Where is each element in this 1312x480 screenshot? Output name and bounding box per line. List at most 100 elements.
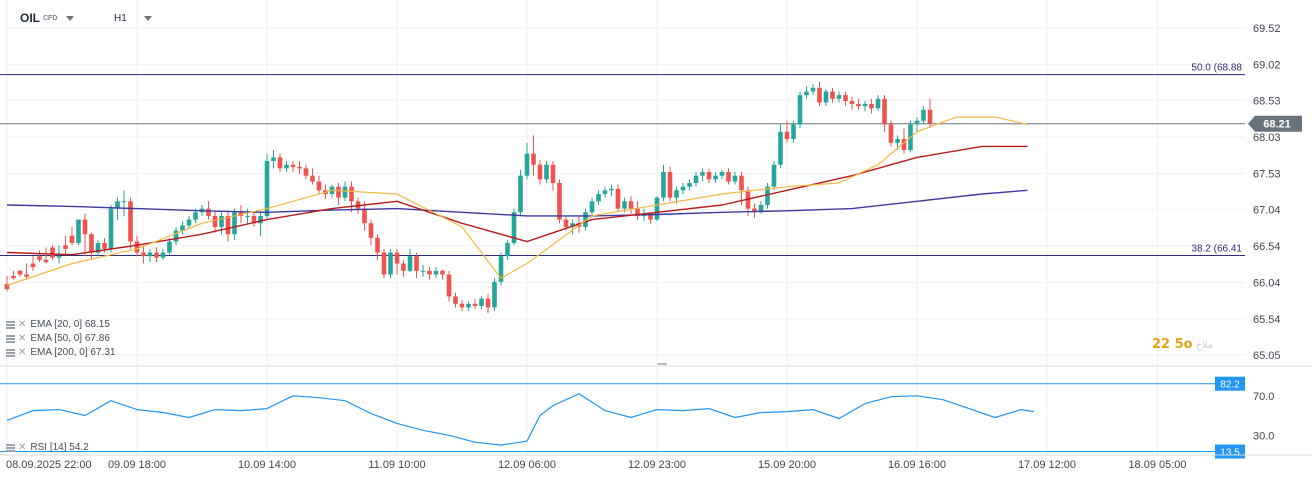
candle-down: [817, 87, 822, 103]
legend-ema200[interactable]: ✕ EMA [200, 0] 67.31: [6, 347, 115, 358]
candle-up: [570, 223, 575, 227]
candle-up: [147, 252, 153, 257]
close-icon[interactable]: ✕: [18, 319, 27, 330]
timeframe-label: H1: [114, 12, 127, 24]
price-tick-label: 66.54: [1253, 241, 1281, 253]
price-axis: 70.0 30.0 65.05 65.54 66.04 66.54 67.04 67.53 68…: [1248, 23, 1302, 442]
candle-down: [706, 172, 712, 180]
candle-down: [849, 101, 855, 104]
settings-icon[interactable]: [6, 320, 15, 329]
candle-down: [212, 215, 218, 227]
candle-up: [193, 212, 198, 220]
close-icon[interactable]: ✕: [18, 333, 27, 344]
chart-grid: [0, 0, 1312, 455]
candle-down: [726, 172, 731, 182]
candle-up: [180, 225, 185, 231]
symbol-selector[interactable]: OIL CFD: [20, 8, 75, 28]
candle-down: [531, 153, 536, 165]
candle-up: [186, 219, 192, 226]
watermark-faint: ملاح: [1195, 340, 1214, 351]
legend-ema200-label: EMA [200, 0] 67.31: [30, 347, 116, 358]
candle-up: [56, 256, 62, 258]
candle-up: [492, 281, 497, 308]
candle-down: [141, 252, 146, 257]
candle-down: [154, 252, 159, 258]
legend-ema20[interactable]: ✕ EMA [20, 0] 68.15: [6, 319, 110, 330]
candle-down: [251, 215, 257, 224]
rsi-level-label: 82.2: [1220, 380, 1240, 391]
candle-up: [219, 215, 224, 227]
candle-down: [557, 183, 562, 220]
rsi-level-badge: [1215, 376, 1245, 391]
close-icon[interactable]: ✕: [18, 442, 27, 453]
candle-down: [882, 98, 887, 125]
candles: [4, 81, 933, 314]
candle-up: [921, 109, 926, 121]
candle-down: [297, 166, 302, 169]
time-tick-label: 09.09 18:00: [108, 459, 166, 471]
candle-up: [121, 201, 127, 203]
candle-down: [414, 256, 419, 271]
candle-down: [128, 201, 133, 242]
candle-down: [537, 164, 543, 180]
price-tick-label: 67.53: [1253, 168, 1281, 180]
candle-up: [115, 201, 120, 209]
time-tick-label: 18.09 05:00: [1128, 459, 1186, 471]
candle-down: [316, 181, 322, 191]
candle-down: [563, 219, 569, 227]
candle-up: [95, 243, 101, 253]
candle-down: [310, 175, 315, 182]
candle-down: [69, 235, 75, 244]
candle-up: [713, 175, 718, 180]
candle-down: [550, 164, 556, 183]
last-price-badge: [1248, 115, 1302, 132]
candle-up: [245, 215, 250, 217]
settings-icon[interactable]: [6, 348, 15, 357]
ema50-line: [6, 145, 1028, 256]
candle-up: [765, 186, 770, 205]
candle-down: [43, 259, 49, 263]
candle-down: [394, 252, 400, 264]
price-tick-label: 69.02: [1253, 59, 1281, 71]
candle-down: [4, 284, 10, 290]
settings-icon[interactable]: [6, 443, 15, 452]
candle-down: [134, 241, 140, 253]
candle-down: [830, 91, 835, 99]
settings-icon[interactable]: [6, 334, 15, 343]
candle-up: [758, 204, 764, 213]
candle-down: [30, 263, 36, 268]
legend-ema50[interactable]: ✕ EMA [50, 0] 67.86: [6, 333, 110, 344]
legend-ema50-label: EMA [50, 0] 67.86: [30, 333, 110, 344]
candle-up: [108, 208, 114, 249]
candle-down: [648, 213, 653, 220]
timeframe-selector[interactable]: H1: [114, 8, 152, 28]
close-icon[interactable]: ✕: [18, 347, 27, 358]
time-tick-label: 10.09 14:00: [238, 459, 296, 471]
time-tick-label: 08.09.2025 22:00: [6, 459, 92, 471]
ema200-line: [6, 189, 1028, 217]
last-price-label: 68.21: [1263, 119, 1291, 131]
candle-down: [349, 186, 354, 202]
candle-down: [459, 303, 465, 308]
candle-down: [24, 274, 29, 277]
candle-up: [719, 172, 725, 176]
candle-up: [661, 172, 666, 198]
rsi-tick-label: 30.0: [1253, 430, 1274, 442]
candle-down: [102, 243, 107, 249]
candle-up: [700, 172, 705, 176]
candle-down: [336, 186, 341, 198]
candle-down: [206, 208, 211, 216]
candle-up: [732, 175, 738, 182]
legend-rsi[interactable]: ✕ RSI [14] 54.2: [6, 442, 89, 453]
candle-up: [622, 201, 627, 209]
time-tick-label: 12.09 23:00: [628, 459, 686, 471]
candle-up: [479, 298, 484, 306]
time-tick-label: 12.09 06:00: [498, 459, 556, 471]
candle-up: [654, 197, 660, 220]
fib-level-label: 50.0 (68.88: [1191, 63, 1242, 74]
symbol-label: OIL: [20, 11, 40, 25]
watermark: 22 5o ملاح: [1152, 337, 1213, 352]
candle-up: [693, 175, 699, 183]
candle-up: [173, 230, 179, 242]
